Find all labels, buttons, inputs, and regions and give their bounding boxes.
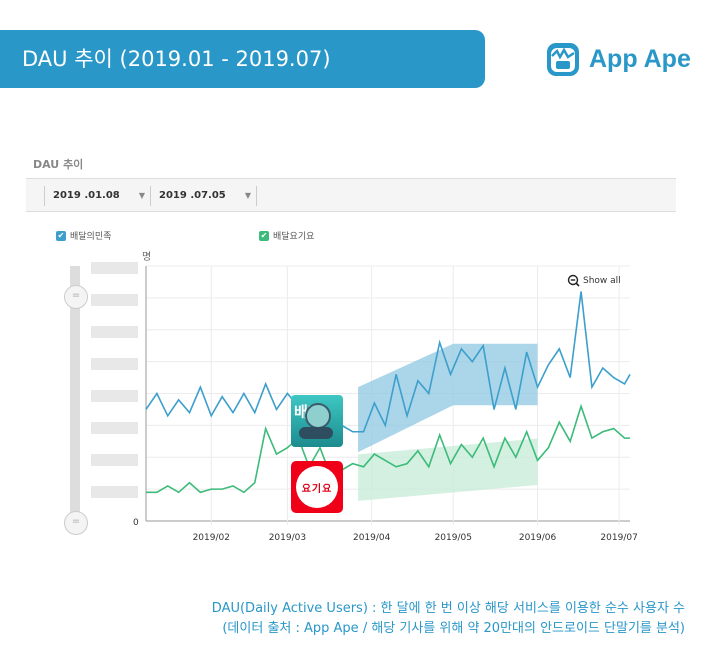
- x-tick-label: 2019/07: [600, 533, 637, 543]
- show-all-label: Show all: [583, 275, 621, 286]
- slider-handle-bottom[interactable]: =: [64, 511, 88, 535]
- hidden-y-label: [91, 422, 138, 434]
- yogiyo-icon-text: 요기요: [301, 484, 333, 495]
- divider: [256, 186, 257, 206]
- hidden-y-label: [91, 262, 138, 274]
- show-all-button[interactable]: Show all: [567, 274, 621, 287]
- hidden-y-label: [91, 486, 138, 498]
- end-date-dropdown[interactable]: 2019 .07.05 ▼: [150, 186, 257, 206]
- series-line: [146, 403, 630, 494]
- x-tick-label: 2019/03: [269, 533, 306, 543]
- slider-handle-top[interactable]: =: [64, 285, 88, 309]
- section-title: DAU 추이: [33, 158, 84, 171]
- x-tick-label: 2019/02: [193, 533, 230, 543]
- footer-definition: DAU(Daily Active Users) : 한 달에 한 번 이상 해당…: [211, 601, 685, 616]
- yogiyo-app-icon: 요기요: [291, 461, 343, 513]
- start-date-value: 2019 .01.08: [53, 190, 120, 201]
- legend-item-yogiyo[interactable]: ✔ 배달요기요: [259, 229, 314, 242]
- hidden-y-label: [91, 294, 138, 306]
- start-date-dropdown[interactable]: 2019 .01.08 ▼: [44, 186, 151, 206]
- legend-item-baemin[interactable]: ✔ 배달의민족: [56, 229, 111, 242]
- y-tick-label: 0: [133, 518, 139, 528]
- header-banner: DAU 추이 (2019.01 - 2019.07): [0, 30, 485, 88]
- range-slider-track[interactable]: [70, 266, 80, 522]
- hidden-y-label: [91, 358, 138, 370]
- page-title: DAU 추이 (2019.01 - 2019.07): [22, 47, 331, 71]
- zoom-out-icon: [567, 274, 580, 287]
- hidden-y-label: [91, 454, 138, 466]
- hidden-y-label: [91, 390, 138, 402]
- date-range-bar: 2019 .01.08 ▼ 2019 .07.05 ▼: [26, 178, 676, 212]
- ape-logo-icon: [547, 43, 579, 76]
- hidden-y-label: [91, 326, 138, 338]
- footer-source: (데이터 출처 : App Ape / 해당 기사를 위해 약 20만대의 안드…: [222, 621, 685, 636]
- trend-band: [358, 343, 538, 453]
- x-tick-label: 2019/05: [435, 533, 472, 543]
- checkbox-checked-icon[interactable]: ✔: [259, 230, 269, 241]
- checkbox-checked-icon[interactable]: ✔: [56, 230, 66, 241]
- x-tick-label: 2019/06: [519, 533, 557, 543]
- trend-band: [358, 438, 538, 501]
- legend-label: 배달의민족: [70, 232, 112, 242]
- brand-logo: App Ape: [545, 40, 691, 78]
- x-tick-label: 2019/04: [353, 533, 391, 543]
- caret-down-icon: ▼: [138, 191, 145, 200]
- end-date-value: 2019 .07.05: [159, 190, 226, 201]
- brand-name: App Ape: [589, 44, 691, 73]
- y-axis-unit: 명: [142, 251, 151, 263]
- series-line: [145, 291, 631, 433]
- caret-down-icon: ▼: [244, 191, 251, 200]
- legend-label: 배달요기요: [273, 232, 315, 242]
- baemin-app-icon: 배민: [291, 395, 343, 447]
